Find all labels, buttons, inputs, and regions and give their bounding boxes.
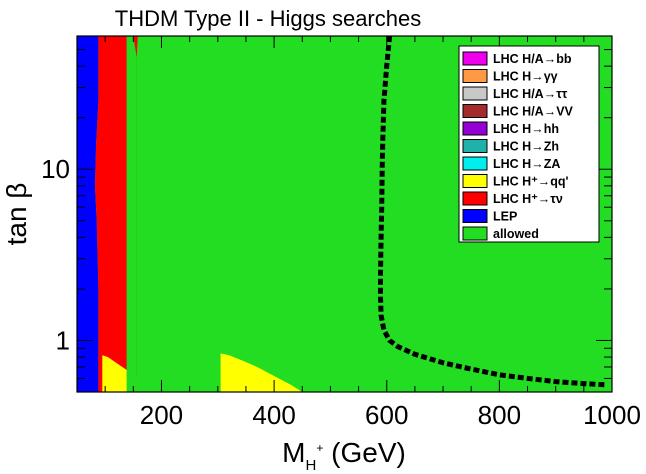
legend-swatch <box>462 51 488 66</box>
legend-swatch <box>462 226 488 241</box>
series-line-0 <box>378 36 607 388</box>
legend-label: LEP <box>493 210 517 224</box>
legend-swatch <box>462 104 488 118</box>
legend-items: LHC H/A→bb LHC H→γγ LHC H/A→ττ LHC H/A→VV LH… <box>462 51 574 241</box>
ticks-layer: 200 400 600 800 1000 1 10 <box>41 35 641 430</box>
legend-swatch <box>462 139 488 153</box>
legend-swatch <box>462 156 488 171</box>
x-tick-label: 400 <box>252 400 295 430</box>
legend-swatch <box>462 69 488 83</box>
legend-label: LHC H→γγ <box>493 70 558 84</box>
legend-label: LHC H→hh <box>493 122 559 136</box>
plot-frame <box>76 35 613 393</box>
y-axis-label: tan β <box>1 183 32 246</box>
legend-swatch <box>462 191 488 206</box>
legend-label: LHC H⁺→qq' <box>493 175 569 189</box>
regions-layer <box>77 36 303 392</box>
legend-label: LHC H→ZA <box>493 157 560 171</box>
region-3 <box>220 353 303 392</box>
legend-label: LHC H→Zh <box>493 140 559 154</box>
legend-swatch <box>462 121 488 136</box>
region-4 <box>126 36 137 392</box>
legend-label: allowed <box>493 227 539 241</box>
chart-title: THDM Type II - Higgs searches <box>115 6 421 31</box>
legend-label: LHC H/A→ττ <box>493 87 568 101</box>
region-5 <box>133 36 138 58</box>
legend-swatch <box>462 209 488 223</box>
legend-label: LHC H/A→VV <box>493 105 574 119</box>
legend-label: LHC H⁺→τν <box>493 192 563 206</box>
x-tick-label: 600 <box>365 400 408 430</box>
legend-swatch <box>462 86 488 101</box>
region-0 <box>77 36 99 392</box>
y-tick-label: 10 <box>41 154 70 184</box>
x-tick-label: 1000 <box>583 400 641 430</box>
x-tick-label: 800 <box>478 400 521 430</box>
legend-label: LHC H/A→bb <box>493 52 572 66</box>
series-layer <box>378 36 607 388</box>
x-axis-label: MH+ (GeV) <box>282 437 406 474</box>
y-tick-label: 1 <box>56 325 70 355</box>
region-1 <box>95 36 137 392</box>
legend: LHC H/A→bb LHC H→γγ LHC H/A→ττ LHC H/A→VV LH… <box>458 45 600 243</box>
legend-swatch <box>462 174 488 188</box>
x-tick-label: 200 <box>140 400 183 430</box>
